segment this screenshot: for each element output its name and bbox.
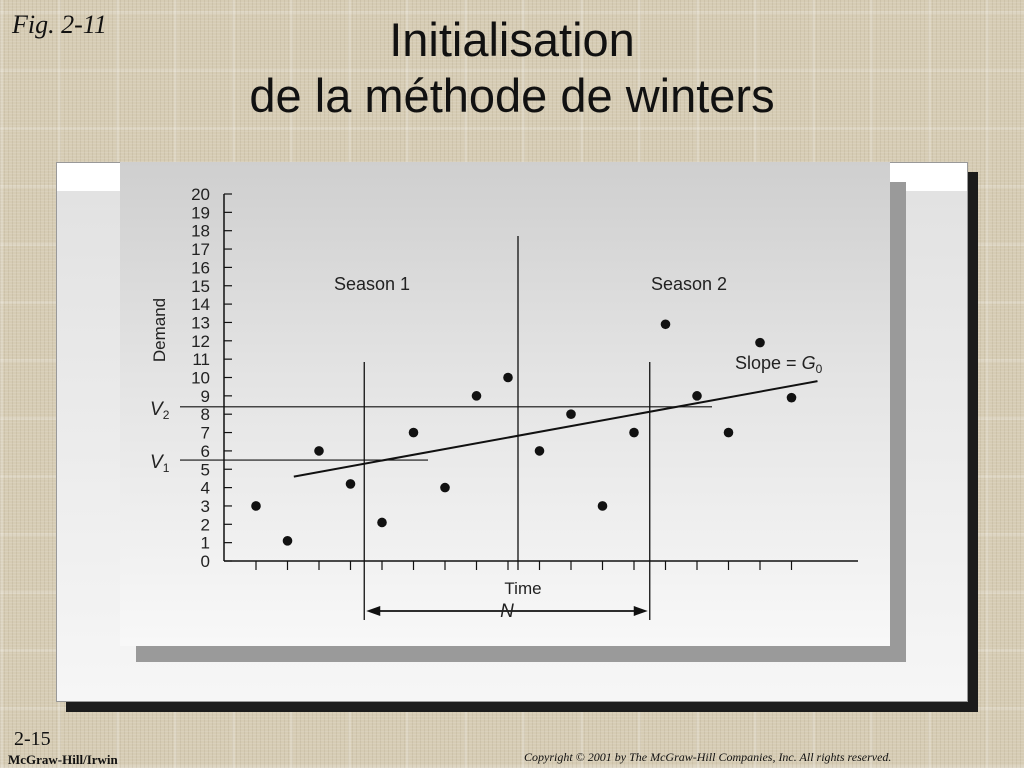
data-point: [251, 501, 261, 511]
season-2-label: Season 2: [651, 274, 727, 294]
y-tick-label: 9: [201, 387, 210, 406]
dimension-arrow-head-right: [633, 606, 648, 616]
dimension-arrow-head-left: [366, 606, 381, 616]
data-point: [503, 372, 513, 383]
y-tick-label: 10: [191, 369, 210, 388]
data-point: [629, 427, 639, 438]
data-point: [471, 391, 482, 401]
v-level-label-1: V1: [150, 452, 170, 475]
y-tick-label: 2: [201, 515, 210, 534]
y-tick-label: 16: [191, 258, 210, 277]
data-point: [692, 391, 702, 401]
y-tick-label: 12: [191, 332, 210, 351]
y-axis-label: Demand: [150, 298, 169, 362]
y-tick-label: 0: [201, 552, 210, 571]
y-tick-label: 17: [191, 240, 210, 259]
data-point: [282, 536, 293, 546]
y-tick-label: 6: [201, 442, 210, 461]
y-tick-label: 3: [201, 497, 210, 516]
y-tick-label: 19: [191, 203, 210, 222]
y-tick-label: 11: [192, 350, 210, 369]
title-line-1: Initialisation: [389, 13, 635, 66]
data-point: [345, 479, 356, 489]
slide-number: 2-15: [14, 728, 51, 750]
y-tick-label: 18: [191, 222, 210, 241]
y-tick-label: 4: [201, 479, 210, 498]
slide-title: Initialisation de la méthode de winters: [0, 12, 1024, 124]
y-tick-label: 14: [191, 295, 210, 314]
y-tick-label: 5: [201, 460, 210, 479]
data-point: [566, 409, 576, 420]
data-point: [408, 427, 419, 438]
data-point: [534, 446, 545, 456]
x-axis-label: Time: [504, 579, 541, 598]
y-tick-label: 1: [201, 534, 210, 553]
dimension-label: N: [500, 601, 514, 622]
data-point: [597, 501, 608, 511]
data-point: [314, 446, 324, 456]
y-tick-label: 7: [201, 424, 210, 443]
v-level-label-2: V2: [150, 399, 170, 422]
trend-line: [293, 380, 818, 478]
season-1-label: Season 1: [334, 274, 410, 294]
y-tick-label: 13: [191, 313, 210, 332]
data-point: [755, 337, 765, 348]
data-point: [440, 482, 450, 493]
title-line-2: de la méthode de winters: [249, 69, 775, 122]
figure-label: Fig. 2-11: [12, 10, 107, 39]
data-point: [723, 427, 734, 438]
copyright-notice: Copyright © 2001 by The McGraw-Hill Comp…: [524, 750, 892, 764]
chart-panel: [120, 162, 890, 646]
y-tick-label: 8: [201, 405, 210, 424]
data-point: [786, 392, 797, 403]
y-tick-label: 15: [191, 277, 210, 296]
publisher-label: McGraw-Hill/Irwin: [8, 752, 118, 767]
trend-slope-label: Slope = G0: [735, 353, 823, 376]
y-tick-label: 20: [191, 185, 210, 204]
data-point: [660, 319, 671, 330]
data-point: [377, 517, 387, 528]
